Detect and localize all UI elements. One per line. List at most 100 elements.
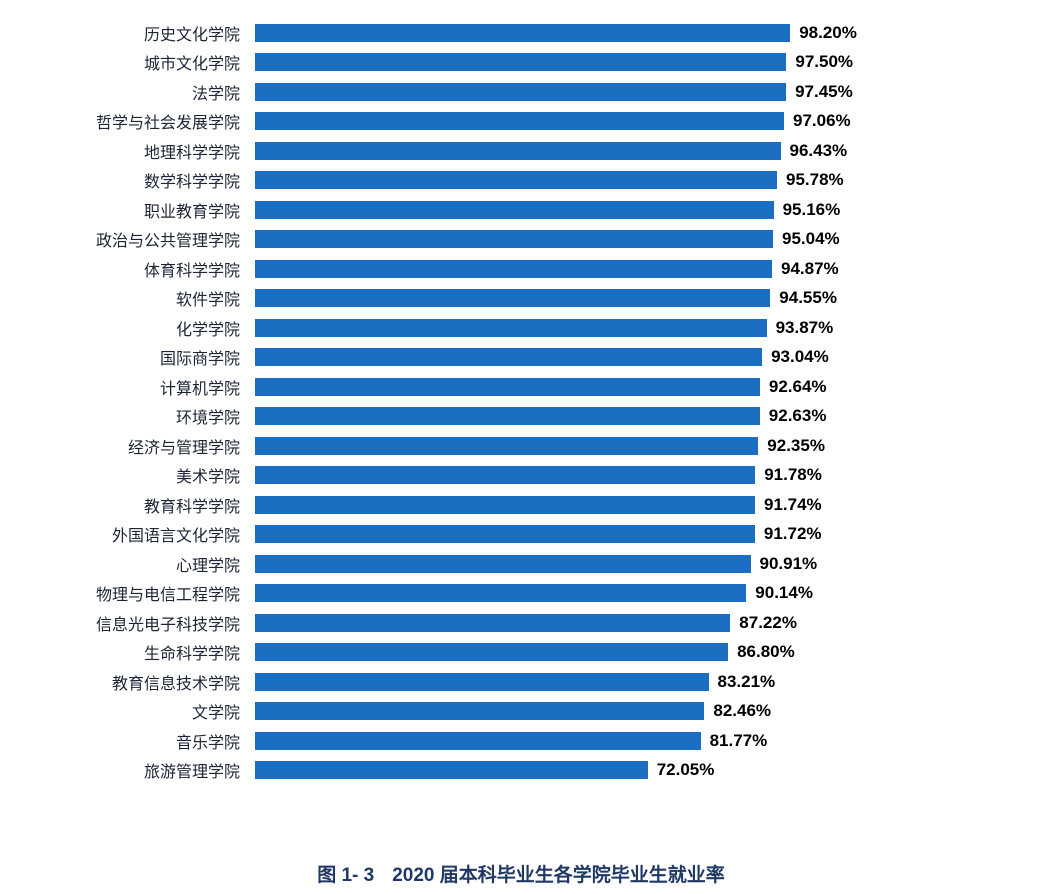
value-label: 81.77% [709, 730, 768, 750]
bar [255, 23, 791, 42]
bar [255, 53, 787, 72]
bar-track: 90.14% [255, 583, 813, 603]
bar-track: 97.06% [255, 111, 851, 131]
bar-row: 软件学院 94.55% [0, 284, 1042, 314]
bar [255, 171, 777, 190]
category-label: 环境学院 [175, 410, 240, 428]
category-label: 软件学院 [175, 292, 240, 310]
bar-track: 90.91% [255, 553, 818, 573]
category-label: 经济与管理学院 [127, 439, 240, 457]
value-label: 97.50% [795, 52, 854, 72]
value-label: 94.55% [779, 288, 837, 308]
figure-number: 图 1- 3 [317, 865, 375, 886]
bar-row: 数学科学学院 95.78% [0, 166, 1042, 196]
bar-track: 95.04% [255, 229, 840, 249]
bar [255, 672, 709, 691]
caption-text: 2020 届本科毕业生各学院毕业生就业率 [392, 865, 725, 886]
value-label: 96.43% [789, 140, 848, 160]
category-label: 心理学院 [175, 557, 240, 575]
bar-track: 87.22% [255, 612, 797, 632]
bar-row: 职业教育学院 95.16% [0, 195, 1042, 225]
bar [255, 731, 701, 750]
category-label: 计算机学院 [159, 380, 240, 398]
bar [255, 495, 755, 514]
bar-row: 生命科学学院 86.80% [0, 638, 1042, 668]
category-label: 职业教育学院 [143, 203, 240, 221]
category-label: 政治与公共管理学院 [95, 233, 240, 251]
bar-track: 96.43% [255, 140, 848, 160]
category-label: 物理与电信工程学院 [95, 587, 240, 605]
bar-row: 哲学与社会发展学院 97.06% [0, 107, 1042, 137]
bar [255, 466, 756, 485]
category-label: 体育科学学院 [143, 262, 240, 280]
bar-row: 旅游管理学院 72.05% [0, 756, 1042, 786]
bar-track: 91.74% [255, 495, 822, 514]
category-label: 哲学与社会发展学院 [95, 115, 240, 133]
bar-track: 95.16% [255, 199, 841, 219]
bar-row: 环境学院 92.63% [0, 402, 1042, 432]
bar-row: 政治与公共管理学院 95.04% [0, 225, 1042, 255]
bar-track: 95.78% [255, 170, 844, 190]
value-label: 95.78% [786, 170, 844, 190]
value-label: 82.46% [713, 701, 772, 721]
bar-row: 国际商学院 93.04% [0, 343, 1042, 373]
bar [255, 112, 784, 131]
value-label: 90.91% [759, 553, 818, 573]
bar-track: 93.04% [255, 347, 829, 367]
bar [255, 584, 747, 603]
bar [255, 289, 771, 308]
bar-row: 美术学院 91.78% [0, 461, 1042, 491]
category-label: 文学院 [191, 705, 240, 723]
category-label: 国际商学院 [159, 351, 240, 369]
bar-track: 94.87% [255, 259, 839, 278]
bar-row: 信息光电子科技学院 87.22% [0, 608, 1042, 638]
value-label: 91.72% [763, 524, 822, 544]
bar-track: 83.21% [255, 671, 776, 691]
bar [255, 141, 781, 160]
bar-row: 教育科学学院 91.74% [0, 490, 1042, 520]
bar-track: 82.46% [255, 701, 772, 721]
category-label: 地理科学学院 [143, 144, 240, 162]
bar [255, 82, 787, 101]
category-label: 生命科学学院 [143, 646, 240, 664]
value-label: 93.87% [775, 317, 834, 337]
bar-row: 城市文化学院 97.50% [0, 48, 1042, 78]
bar-row: 历史文化学院 98.20% [0, 18, 1042, 48]
value-label: 86.80% [737, 642, 795, 662]
bar-track: 86.80% [255, 642, 795, 662]
bar-track: 94.55% [255, 288, 837, 308]
category-label: 美术学院 [175, 469, 240, 487]
bar-row: 地理科学学院 96.43% [0, 136, 1042, 166]
category-label: 化学学院 [175, 321, 240, 339]
bar [255, 377, 760, 396]
value-label: 87.22% [739, 612, 797, 632]
category-label: 数学科学学院 [143, 174, 240, 192]
bar-track: 93.87% [255, 317, 834, 337]
value-label: 98.20% [799, 22, 857, 42]
bar-track: 92.35% [255, 435, 825, 455]
bar [255, 643, 729, 662]
bar-row: 计算机学院 92.64% [0, 372, 1042, 402]
value-label: 83.21% [717, 671, 776, 691]
bar-track: 92.63% [255, 406, 826, 426]
bar-row: 外国语言文化学院 91.72% [0, 520, 1042, 550]
category-label: 城市文化学院 [143, 56, 240, 74]
bar [255, 407, 760, 426]
value-label: 92.35% [767, 435, 825, 455]
bar-row: 法学院 97.45% [0, 77, 1042, 107]
value-label: 93.04% [771, 347, 829, 367]
bar-track: 91.72% [255, 524, 822, 544]
employment-rate-bar-chart: 历史文化学院 98.20% 城市文化学院 97.50% 法学院 97.45% 哲… [0, 18, 1042, 785]
bar [255, 702, 705, 721]
bar-row: 心理学院 90.91% [0, 549, 1042, 579]
bar [255, 761, 648, 780]
bar-row: 文学院 82.46% [0, 697, 1042, 727]
value-label: 95.16% [782, 199, 841, 219]
bar-row: 化学学院 93.87% [0, 313, 1042, 343]
category-label: 外国语言文化学院 [111, 528, 240, 546]
bar-track: 98.20% [255, 22, 857, 42]
bar-row: 音乐学院 81.77% [0, 726, 1042, 756]
bar-track: 72.05% [255, 760, 714, 780]
value-label: 92.64% [768, 376, 827, 396]
